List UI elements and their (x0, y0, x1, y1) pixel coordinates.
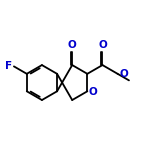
Text: O: O (119, 69, 128, 79)
Text: F: F (5, 61, 12, 71)
Text: O: O (98, 40, 107, 50)
Text: O: O (89, 87, 98, 97)
Text: O: O (68, 40, 77, 50)
